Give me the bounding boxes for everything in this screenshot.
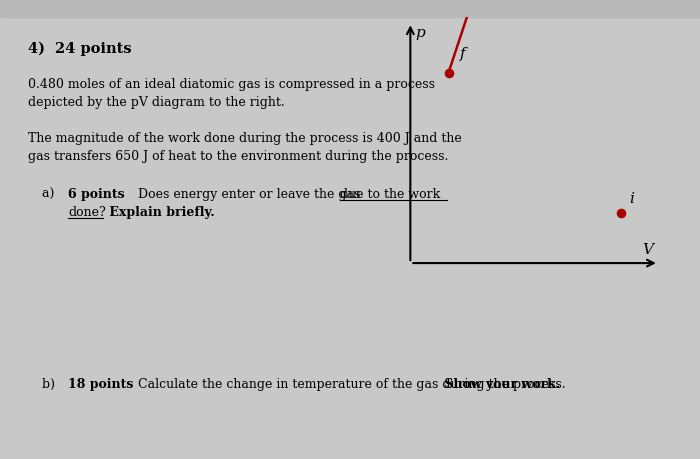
Text: 0.480 moles of an ideal diatomic gas is compressed in a process: 0.480 moles of an ideal diatomic gas is …	[28, 78, 435, 91]
Text: depicted by the pV diagram to the right.: depicted by the pV diagram to the right.	[28, 96, 285, 109]
Text: f: f	[459, 47, 465, 61]
Text: 4): 4)	[28, 42, 55, 56]
Text: a): a)	[42, 188, 66, 201]
Bar	[0, 0, 700, 18]
Text: b): b)	[42, 377, 67, 390]
Text: due to the work: due to the work	[340, 188, 440, 201]
Text: Explain briefly.: Explain briefly.	[105, 206, 215, 218]
Point	[443, 70, 454, 77]
Text: p: p	[416, 26, 426, 40]
Text: 6 points: 6 points	[68, 188, 125, 201]
Text: i: i	[629, 192, 634, 206]
Text: Show your work.: Show your work.	[138, 377, 560, 390]
Text: 18 points: 18 points	[68, 377, 134, 390]
Text: Does energy enter or leave the gas: Does energy enter or leave the gas	[138, 188, 365, 201]
Text: gas transfers 650 J of heat to the environment during the process.: gas transfers 650 J of heat to the envir…	[28, 150, 449, 162]
Text: The magnitude of the work done during the process is 400 J and the: The magnitude of the work done during th…	[28, 132, 462, 145]
Text: 24 points: 24 points	[55, 42, 132, 56]
Text: V: V	[643, 242, 653, 256]
Text: Calculate the change in temperature of the gas during the process.: Calculate the change in temperature of t…	[138, 377, 570, 390]
Point	[615, 210, 626, 217]
Text: done?: done?	[68, 206, 106, 218]
